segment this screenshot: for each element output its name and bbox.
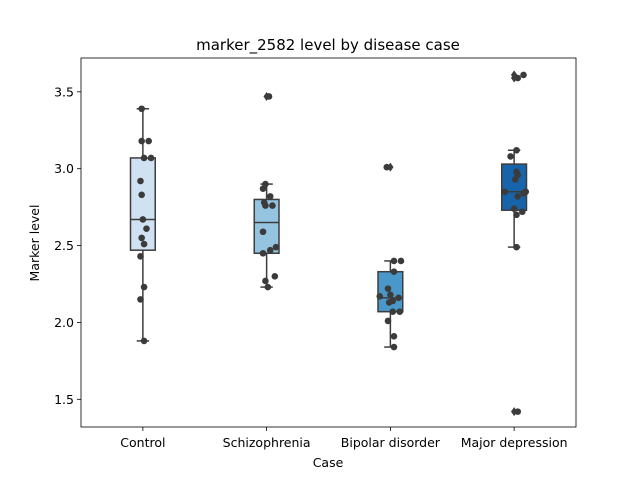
data-point — [384, 285, 392, 292]
data-point — [519, 208, 526, 216]
data-point — [390, 332, 398, 340]
data-point — [507, 153, 514, 160]
y-tick-label: 2.0 — [54, 315, 74, 330]
data-point — [513, 168, 520, 176]
x-tick-label: Major depression — [461, 435, 568, 450]
data-point — [513, 211, 520, 219]
data-point — [513, 146, 520, 154]
data-point — [137, 177, 144, 185]
outlier-marker — [387, 162, 394, 172]
box-group-3 — [501, 70, 530, 417]
data-point — [269, 202, 276, 209]
y-axis-label: Marker level — [27, 205, 42, 282]
data-point — [264, 283, 272, 291]
data-point — [266, 193, 274, 200]
data-point — [510, 205, 518, 212]
x-tick-label: Control — [120, 435, 165, 450]
data-point — [389, 297, 397, 305]
data-point — [143, 225, 150, 232]
data-point — [259, 228, 267, 236]
data-point — [272, 243, 280, 251]
data-point — [271, 273, 279, 280]
data-point — [147, 154, 155, 162]
data-point — [390, 343, 398, 351]
data-point — [387, 291, 394, 299]
data-point — [259, 249, 267, 257]
y-tick-label: 1.5 — [54, 392, 74, 407]
x-tick-label: Schizophrenia — [223, 435, 311, 450]
data-point — [137, 296, 144, 303]
outlier-marker — [510, 407, 518, 417]
data-point — [522, 188, 530, 196]
y-tick-label: 2.5 — [54, 238, 74, 253]
x-axis-label: Case — [313, 455, 344, 470]
data-point — [390, 257, 398, 265]
y-tick-label: 3.5 — [54, 84, 74, 99]
box-group-2 — [376, 162, 405, 351]
data-point — [397, 257, 405, 265]
data-point — [139, 216, 147, 223]
outlier-marker — [263, 91, 270, 101]
data-point — [138, 105, 145, 113]
data-point — [138, 137, 145, 145]
data-point — [513, 243, 520, 251]
data-point — [140, 337, 148, 345]
plot-area: 1.5 2.0 2.5 3.0 3.5 Control Schizophrenia Bipol… — [54, 57, 577, 450]
data-point — [389, 308, 397, 315]
data-point — [260, 199, 268, 206]
box-group-0 — [129, 105, 156, 345]
data-point — [396, 308, 404, 315]
data-point — [390, 268, 398, 276]
data-point — [501, 188, 509, 196]
data-point — [140, 240, 148, 248]
data-point — [138, 191, 145, 199]
chart-title: marker_2582 level by disease case — [196, 36, 460, 55]
data-point — [140, 154, 148, 162]
data-point — [140, 283, 148, 291]
data-point — [514, 193, 522, 200]
y-tick-label: 3.0 — [54, 161, 74, 176]
data-point — [262, 180, 269, 188]
data-point — [384, 317, 392, 325]
data-point — [266, 246, 274, 254]
outlier-marker — [510, 70, 518, 80]
data-point — [520, 71, 527, 79]
data-point — [262, 277, 269, 285]
data-point — [145, 137, 152, 145]
data-point — [137, 253, 144, 260]
plot-frame — [80, 57, 577, 428]
data-point — [376, 293, 384, 300]
x-tick-label: Bipolar disorder — [341, 435, 441, 450]
data-point — [395, 294, 402, 302]
box-group-1 — [253, 91, 280, 291]
data-point — [138, 234, 145, 242]
